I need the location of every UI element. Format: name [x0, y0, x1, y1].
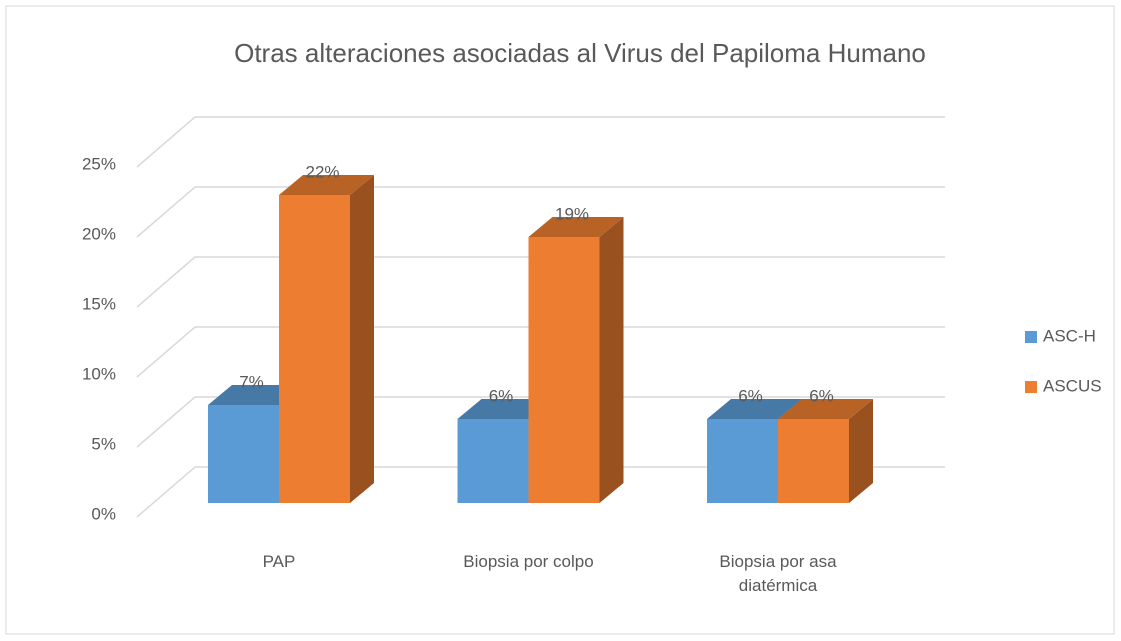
data-label: 6%	[489, 386, 514, 405]
chart-title: Otras alteraciones asociadas al Virus de…	[234, 38, 926, 68]
legend-label: ASC-H	[1043, 326, 1096, 345]
bar-top	[778, 399, 873, 419]
y-tick-label: 5%	[91, 434, 116, 453]
bar-top	[279, 175, 374, 195]
x-tick-label: PAP	[262, 552, 296, 571]
grid-line	[136, 396, 945, 448]
data-label: 7%	[239, 372, 264, 391]
y-tick-label: 0%	[91, 504, 116, 523]
grid-line	[136, 186, 945, 238]
bar	[279, 175, 374, 503]
bar-front	[528, 237, 600, 503]
bar-front	[279, 195, 350, 503]
data-label: 19%	[555, 204, 589, 223]
y-tick-label: 20%	[82, 224, 116, 243]
legend-swatch	[1025, 331, 1037, 343]
grid-line	[136, 116, 945, 168]
x-tick-label: Biopsia por colpo	[463, 552, 594, 571]
legend-swatch	[1025, 381, 1037, 393]
bar-front	[778, 419, 849, 503]
grid-line	[136, 466, 945, 518]
bar-side	[350, 175, 374, 503]
bar-side	[849, 399, 873, 503]
bar-front	[457, 419, 529, 503]
bar-front	[707, 419, 778, 503]
grid-line	[136, 256, 945, 308]
bar-side	[599, 217, 624, 503]
bar	[528, 217, 624, 503]
bar-top	[707, 399, 802, 419]
bar	[778, 399, 873, 503]
y-tick-label: 15%	[82, 294, 116, 313]
grid-line	[136, 326, 945, 378]
y-tick-label: 10%	[82, 364, 116, 383]
data-label: 22%	[305, 162, 339, 181]
y-tick-label: 25%	[82, 154, 116, 173]
legend-label: ASCUS	[1043, 376, 1102, 395]
bar-top	[528, 217, 624, 237]
bar-front	[208, 405, 279, 503]
x-tick-label: Biopsia por asa diatérmica	[719, 552, 837, 595]
data-label: 6%	[809, 386, 834, 405]
data-label: 6%	[738, 386, 763, 405]
